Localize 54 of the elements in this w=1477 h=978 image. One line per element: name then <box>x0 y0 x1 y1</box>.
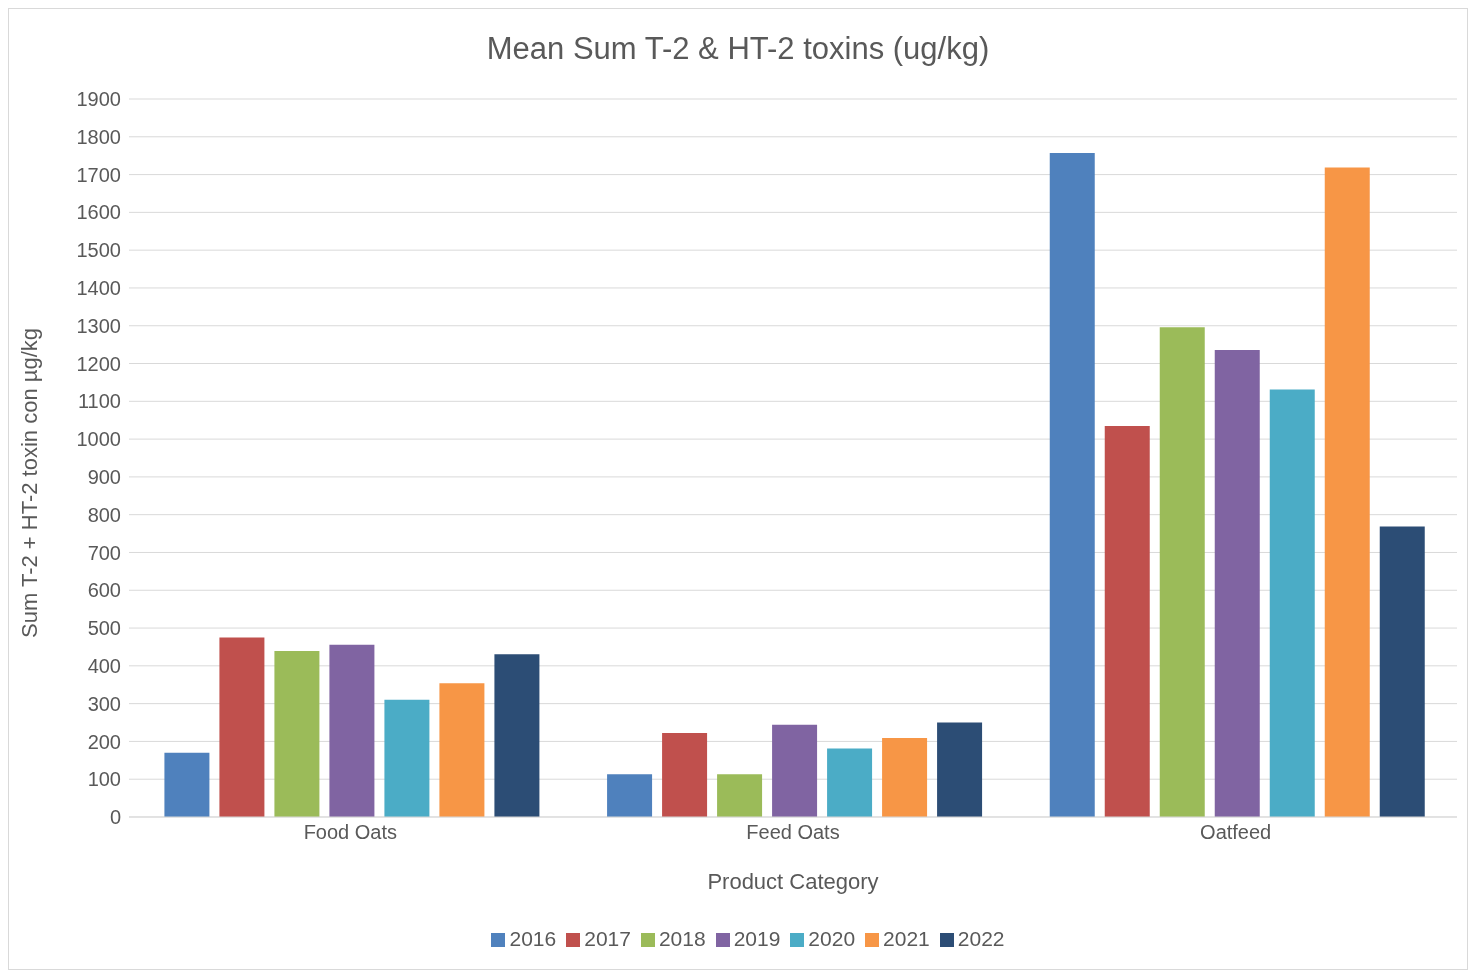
bar <box>1269 389 1315 817</box>
x-tick-label: Feed Oats <box>746 821 840 844</box>
y-tick-label: 1800 <box>76 125 121 148</box>
legend-label: 2016 <box>509 927 557 950</box>
x-tick-label: Oatfeed <box>1200 821 1272 844</box>
y-tick-label: 300 <box>87 692 121 715</box>
bar <box>1214 349 1260 817</box>
bar <box>219 637 265 817</box>
y-tick-label: 1400 <box>76 277 121 300</box>
y-tick-label: 900 <box>87 465 121 488</box>
y-tick-label: 1600 <box>76 201 121 224</box>
y-tick-label: 1300 <box>76 314 121 337</box>
bar <box>329 644 375 817</box>
bar <box>882 738 928 817</box>
bar <box>439 683 485 817</box>
y-tick-label: 800 <box>87 503 121 526</box>
x-tick-label: Food Oats <box>303 821 398 844</box>
y-tick-label: 1100 <box>77 390 121 413</box>
bar <box>384 699 430 817</box>
y-tick-label: 1500 <box>76 239 121 262</box>
legend-label: 2021 <box>883 927 930 950</box>
bar <box>1379 526 1425 817</box>
y-tick-label: 100 <box>87 768 121 791</box>
y-tick-label: 400 <box>87 654 121 677</box>
legend-label: 2019 <box>733 927 781 950</box>
x-axis-title: Product Category <box>707 869 879 894</box>
bar <box>164 752 210 817</box>
y-axis-title: Sum T-2 + HT-2 toxin con µg/kg <box>16 327 42 638</box>
y-tick-label: 600 <box>87 579 121 602</box>
bar <box>494 654 540 817</box>
bar <box>772 724 818 817</box>
legend-label: 2018 <box>658 927 706 950</box>
bar <box>937 722 983 817</box>
y-tick-label: 200 <box>87 730 121 753</box>
y-tick-label: 1000 <box>76 428 121 451</box>
bar <box>717 774 763 817</box>
y-tick-label: 1700 <box>76 163 121 186</box>
y-tick-label: 0 <box>109 806 121 829</box>
legend-label: 2022 <box>957 927 1005 950</box>
y-tick-label: 1900 <box>76 88 121 111</box>
bar <box>827 748 873 817</box>
bar <box>662 733 708 817</box>
bar <box>1049 153 1095 817</box>
bar <box>1159 327 1205 817</box>
bar <box>1104 425 1150 817</box>
y-tick-label: 700 <box>87 541 121 564</box>
y-tick-label: 500 <box>87 617 121 640</box>
chart-title: Mean Sum T-2 & HT-2 toxins (ug/kg) <box>485 30 991 68</box>
bar <box>1324 167 1370 817</box>
y-tick-label: 1200 <box>76 352 121 375</box>
bar <box>607 774 653 817</box>
legend-label: 2017 <box>584 927 631 950</box>
legend-label: 2020 <box>808 927 856 950</box>
bar <box>274 651 320 817</box>
